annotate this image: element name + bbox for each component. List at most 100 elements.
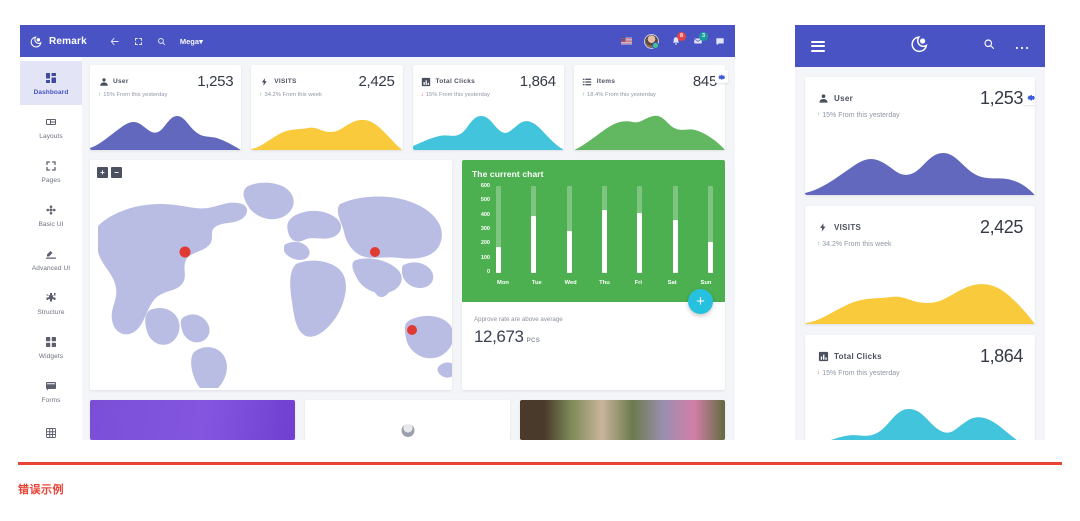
stat-value: 1,253 (197, 73, 234, 90)
more-horizontal-icon[interactable] (1015, 37, 1029, 55)
desktop-dashboard-window: Remark Mega▾ (20, 25, 735, 440)
pages-expand-icon (45, 159, 57, 173)
bell-notification-icon[interactable]: 8 (671, 32, 686, 46)
approve-unit: PCS (526, 338, 541, 344)
y-tick: 500 (480, 197, 490, 204)
stat-trend: ↓ 15% From this yesterday (413, 90, 564, 99)
stat-title: VISITS (274, 78, 297, 85)
sidebar-item-forms[interactable]: Forms (20, 369, 82, 413)
brand[interactable]: Remark (30, 35, 87, 48)
sidebar-item-advanced-ui[interactable]: Advanced UI (20, 237, 82, 281)
map-zoom-in-button[interactable]: + (97, 167, 108, 178)
mobile-card-total-clicks[interactable]: Total Clicks 1,864 ↓ 15% From this yeste… (805, 335, 1035, 440)
trend-up-icon: ↑ (817, 240, 821, 248)
sidebar-item-pages[interactable]: Pages (20, 149, 82, 193)
chart-bar-sun (707, 186, 713, 273)
chart-bar-sat (672, 186, 678, 273)
caption-text: 错误示例 (18, 484, 64, 496)
desktop-header-actions: 8 3 (621, 25, 725, 57)
chart-bar-fri (637, 186, 643, 273)
mobile-body: User 1,253 ↑ 15% From this yesterday (795, 67, 1045, 440)
gear-icon[interactable] (1023, 89, 1035, 105)
sidebar-item-layouts[interactable]: Layouts (20, 105, 82, 149)
trend-text: 18.4% From this yesterday (587, 92, 656, 99)
stat-card-items[interactable]: Items 845 ↑ 18.4% From this yesterday (573, 65, 725, 150)
y-tick: 200 (480, 240, 490, 247)
search-icon[interactable] (157, 37, 166, 46)
fullscreen-icon[interactable] (134, 37, 143, 46)
mobile-card-visits[interactable]: VISITS 2,425 ↑ 34.2% From this week (805, 206, 1035, 324)
approve-label: Approve rate are above average (474, 316, 563, 323)
bottom-card-photo[interactable] (520, 400, 725, 440)
stat-title: Total Clicks (435, 78, 476, 85)
chart-x-axis: Mon Tue Wed Thu Fri Sat Sun (496, 280, 713, 286)
stat-trend: ↑ 34.2% From this week (251, 90, 402, 99)
person-icon (817, 93, 829, 105)
chart-y-axis: 600 500 400 300 200 100 0 (472, 183, 492, 286)
sidebar-item-dashboard[interactable]: Dashboard (20, 61, 82, 105)
sidebar-item-structure[interactable]: Structure (20, 281, 82, 325)
arrow-left-icon[interactable] (109, 36, 120, 47)
advanced-ui-palette-icon (45, 247, 57, 261)
bottom-card-purple[interactable] (90, 400, 295, 440)
search-icon[interactable] (983, 37, 995, 55)
approve-value: 12,673 (474, 327, 524, 346)
hamburger-menu-icon[interactable] (811, 38, 825, 54)
mobile-card-value: 1,864 (979, 346, 1023, 366)
chart-plot-area: 600 500 400 300 200 100 0 (472, 183, 715, 286)
structure-puzzle-icon (45, 291, 57, 305)
chart-and-approve-column: The current chart 600 500 400 300 200 10… (462, 160, 725, 390)
sidebar-item-label: Structure (37, 308, 65, 316)
stat-trend: ↑ 15% From this yesterday (90, 90, 241, 99)
message-icon[interactable]: 3 (693, 32, 708, 46)
gear-icon[interactable] (715, 70, 728, 83)
y-tick: 0 (486, 268, 490, 275)
sparkline-items (573, 108, 725, 150)
mobile-card-title: VISITS (834, 223, 862, 232)
lightning-bolt-icon (259, 76, 270, 87)
sidebar-item-basic-ui[interactable]: Basic UI (20, 193, 82, 237)
avatar[interactable] (644, 33, 659, 49)
stat-card-visits[interactable]: VISITS 2,425 ↑ 34.2% From this week (251, 65, 403, 150)
main-content: User 1,253 ↑ 15% From this yesterday (82, 57, 735, 440)
desktop-top-bar: Remark Mega▾ (20, 25, 735, 57)
chart-bar-tue (531, 186, 537, 273)
bottom-card-profile[interactable] (305, 400, 510, 440)
map-zoom-out-button[interactable]: − (111, 167, 122, 178)
stat-card-user[interactable]: User 1,253 ↑ 15% From this yesterday (90, 65, 242, 150)
mobile-card-trend: ↓ 15% From this yesterday (805, 367, 1035, 377)
map-zoom-controls: + − (97, 167, 122, 178)
chart-title: The current chart (472, 169, 544, 179)
mobile-card-user[interactable]: User 1,253 ↑ 15% From this yesterday (805, 77, 1035, 195)
widgets-grid-icon (45, 335, 57, 349)
sidebar-item-label: Widgets (38, 352, 64, 360)
stat-value: 2,425 (358, 73, 395, 90)
add-fab-button[interactable]: + (688, 289, 713, 314)
world-map-card[interactable]: + − (90, 160, 452, 390)
mobile-card-trend: ↑ 15% From this yesterday (805, 109, 1035, 119)
trend-text: 15% From this yesterday (425, 92, 490, 99)
world-map-svg (90, 160, 452, 390)
flag-usa-icon[interactable] (621, 37, 632, 45)
sidebar-item-label: Layouts (39, 132, 63, 140)
sidebar-item-widgets[interactable]: Widgets (20, 325, 82, 369)
sidebar-item-tables[interactable] (20, 413, 82, 440)
stat-trend: ↑ 18.4% From this yesterday (574, 90, 725, 99)
chart-bars (496, 186, 713, 273)
stat-card-total-clicks[interactable]: Total Clicks 1,864 ↓ 15% From this yeste… (412, 65, 564, 150)
y-tick: 400 (480, 211, 490, 218)
mobile-card-title: Total Clicks (834, 352, 882, 361)
avatar (401, 424, 414, 437)
sparkline-visits (251, 108, 403, 150)
list-icon (582, 76, 593, 87)
stat-cards-row: User 1,253 ↑ 15% From this yesterday (90, 65, 728, 150)
mega-menu-button[interactable]: Mega▾ (180, 37, 203, 46)
x-tick: Wed (564, 280, 577, 286)
sidebar-item-label: Dashboard (33, 88, 69, 96)
chat-bubble-icon[interactable] (715, 37, 725, 46)
layouts-icon (45, 115, 57, 129)
basic-ui-flower-icon (45, 203, 57, 217)
x-tick: Sun (700, 280, 712, 286)
middle-row: + − (90, 160, 725, 390)
y-tick: 300 (480, 225, 490, 232)
